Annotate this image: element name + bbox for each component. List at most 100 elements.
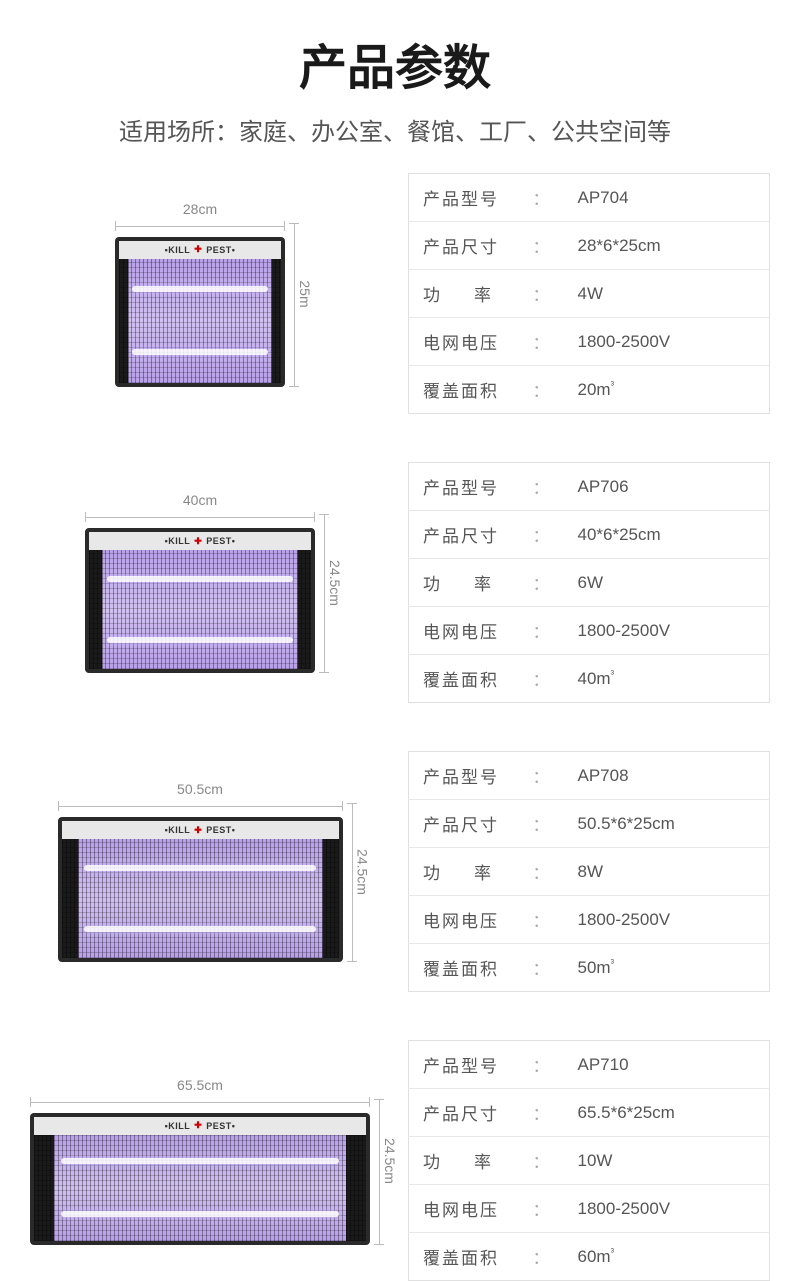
product-row: 28cm•KILL✚PEST•25m产品型号：AP704产品尺寸：28*6*25… xyxy=(20,173,770,414)
uv-tube xyxy=(107,576,294,582)
spec-separator: ： xyxy=(519,848,564,896)
brand-text-right: PEST• xyxy=(206,245,235,255)
spec-separator: ： xyxy=(519,752,564,800)
device-illustration: •KILL✚PEST• xyxy=(58,817,343,962)
page-subtitle: 适用场所：家庭、办公室、餐馆、工厂、公共空间等 xyxy=(0,112,790,147)
brand-text-left: •KILL xyxy=(165,245,191,255)
spec-row-power: 功 率：4W xyxy=(409,270,770,318)
brand-cross-icon: ✚ xyxy=(194,1120,202,1131)
spec-separator: ： xyxy=(519,463,564,511)
spec-separator: ： xyxy=(519,174,564,222)
uv-tube xyxy=(132,349,268,355)
spec-table: 产品型号：AP708产品尺寸：50.5*6*25cm功 率：8W电网电压：180… xyxy=(408,751,770,992)
spec-value: AP710 xyxy=(564,1041,770,1089)
device-body xyxy=(119,259,281,383)
uv-tube xyxy=(84,926,317,932)
spec-label: 功 率 xyxy=(409,559,519,607)
spec-label: 产品尺寸 xyxy=(409,511,519,559)
spec-row-power: 功 率：6W xyxy=(409,559,770,607)
height-label: 25m xyxy=(297,280,313,307)
product-image-area: 65.5cm•KILL✚PEST•24.5cm xyxy=(20,1077,380,1245)
uv-tube xyxy=(107,637,294,643)
product-row: 50.5cm•KILL✚PEST•24.5cm产品型号：AP708产品尺寸：50… xyxy=(20,751,770,992)
device-grid xyxy=(62,839,339,958)
device-brand-bar: •KILL✚ PEST• xyxy=(89,532,311,550)
device-illustration: •KILL✚PEST• xyxy=(30,1113,370,1245)
brand-text-right: PEST• xyxy=(206,536,235,546)
spec-separator: ： xyxy=(519,222,564,270)
uv-tube xyxy=(132,286,268,292)
product-row: 40cm•KILL✚PEST•24.5cm产品型号：AP706产品尺寸：40*6… xyxy=(20,462,770,703)
brand-text-left: •KILL xyxy=(165,536,191,546)
device-grid xyxy=(89,550,311,669)
spec-row-size: 产品尺寸：50.5*6*25cm xyxy=(409,800,770,848)
width-dimension-bar xyxy=(85,512,315,522)
spec-row-power: 功 率：8W xyxy=(409,848,770,896)
spec-label: 电网电压 xyxy=(409,607,519,655)
spec-separator: ： xyxy=(519,366,564,414)
height-label: 24.5cm xyxy=(327,560,343,606)
device-illustration: •KILL✚ PEST• xyxy=(115,237,285,387)
spec-label: 电网电压 xyxy=(409,318,519,366)
spec-value: 6W xyxy=(564,559,770,607)
spec-row-coverage: 覆盖面积：60m³ xyxy=(409,1233,770,1281)
spec-value: 1800-2500V xyxy=(564,896,770,944)
spec-separator: ： xyxy=(519,1137,564,1185)
product-image-wrap: 28cm•KILL✚PEST•25m xyxy=(115,201,285,387)
brand-cross-icon: ✚ xyxy=(194,244,202,255)
spec-label: 覆盖面积 xyxy=(409,1233,519,1281)
brand-cross-icon: ✚ xyxy=(194,825,202,836)
product-image-area: 40cm•KILL✚PEST•24.5cm xyxy=(20,492,380,673)
spec-label: 产品尺寸 xyxy=(409,800,519,848)
spec-separator: ： xyxy=(519,655,564,703)
height-label: 24.5cm xyxy=(382,1138,398,1184)
device-brand-bar: •KILL✚PEST• xyxy=(62,821,339,839)
device-body xyxy=(34,1135,366,1241)
spec-separator: ： xyxy=(519,896,564,944)
width-dimension-bar xyxy=(58,801,343,811)
spec-value: 8W xyxy=(564,848,770,896)
spec-separator: ： xyxy=(519,607,564,655)
product-row: 65.5cm•KILL✚PEST•24.5cm产品型号：AP710产品尺寸：65… xyxy=(20,1040,770,1281)
spec-row-coverage: 覆盖面积：20m³ xyxy=(409,366,770,414)
spec-label: 产品尺寸 xyxy=(409,222,519,270)
spec-value: 65.5*6*25cm xyxy=(564,1089,770,1137)
brand-text-right: PEST• xyxy=(206,1121,235,1131)
spec-table: 产品型号：AP704产品尺寸：28*6*25cm功 率：4W电网电压：1800-… xyxy=(408,173,770,414)
product-image-area: 28cm•KILL✚PEST•25m xyxy=(20,201,380,387)
spec-label: 产品尺寸 xyxy=(409,1089,519,1137)
spec-value: 60m³ xyxy=(564,1233,770,1281)
height-label: 24.5cm xyxy=(355,849,371,895)
spec-value: AP708 xyxy=(564,752,770,800)
width-dimension-bar xyxy=(115,221,285,231)
uv-tube xyxy=(61,1158,340,1164)
spec-separator: ： xyxy=(519,270,564,318)
spec-label: 产品型号 xyxy=(409,752,519,800)
spec-value: 1800-2500V xyxy=(564,1185,770,1233)
spec-value: 40*6*25cm xyxy=(564,511,770,559)
product-image-wrap: 65.5cm•KILL✚PEST•24.5cm xyxy=(30,1077,370,1245)
spec-value: 10W xyxy=(564,1137,770,1185)
spec-separator: ： xyxy=(519,800,564,848)
device-brand-bar: •KILL✚PEST• xyxy=(34,1117,366,1135)
spec-separator: ： xyxy=(519,1185,564,1233)
brand-text-left: •KILL xyxy=(165,825,191,835)
spec-separator: ： xyxy=(519,511,564,559)
device-body xyxy=(89,550,311,669)
spec-row-size: 产品尺寸：40*6*25cm xyxy=(409,511,770,559)
spec-value: 20m³ xyxy=(564,366,770,414)
device-illustration: •KILL✚ PEST• xyxy=(85,528,315,673)
spec-label: 产品型号 xyxy=(409,463,519,511)
spec-table: 产品型号：AP710产品尺寸：65.5*6*25cm功 率：10W电网电压：18… xyxy=(408,1040,770,1281)
brand-cross-icon: ✚ xyxy=(194,536,202,547)
spec-row-model: 产品型号：AP704 xyxy=(409,174,770,222)
spec-row-voltage: 电网电压：1800-2500V xyxy=(409,896,770,944)
spec-label: 功 率 xyxy=(409,848,519,896)
spec-value: AP706 xyxy=(564,463,770,511)
spec-value: 40m³ xyxy=(564,655,770,703)
spec-row-coverage: 覆盖面积：40m³ xyxy=(409,655,770,703)
spec-row-size: 产品尺寸：65.5*6*25cm xyxy=(409,1089,770,1137)
spec-label: 覆盖面积 xyxy=(409,366,519,414)
spec-row-model: 产品型号：AP706 xyxy=(409,463,770,511)
spec-separator: ： xyxy=(519,1041,564,1089)
